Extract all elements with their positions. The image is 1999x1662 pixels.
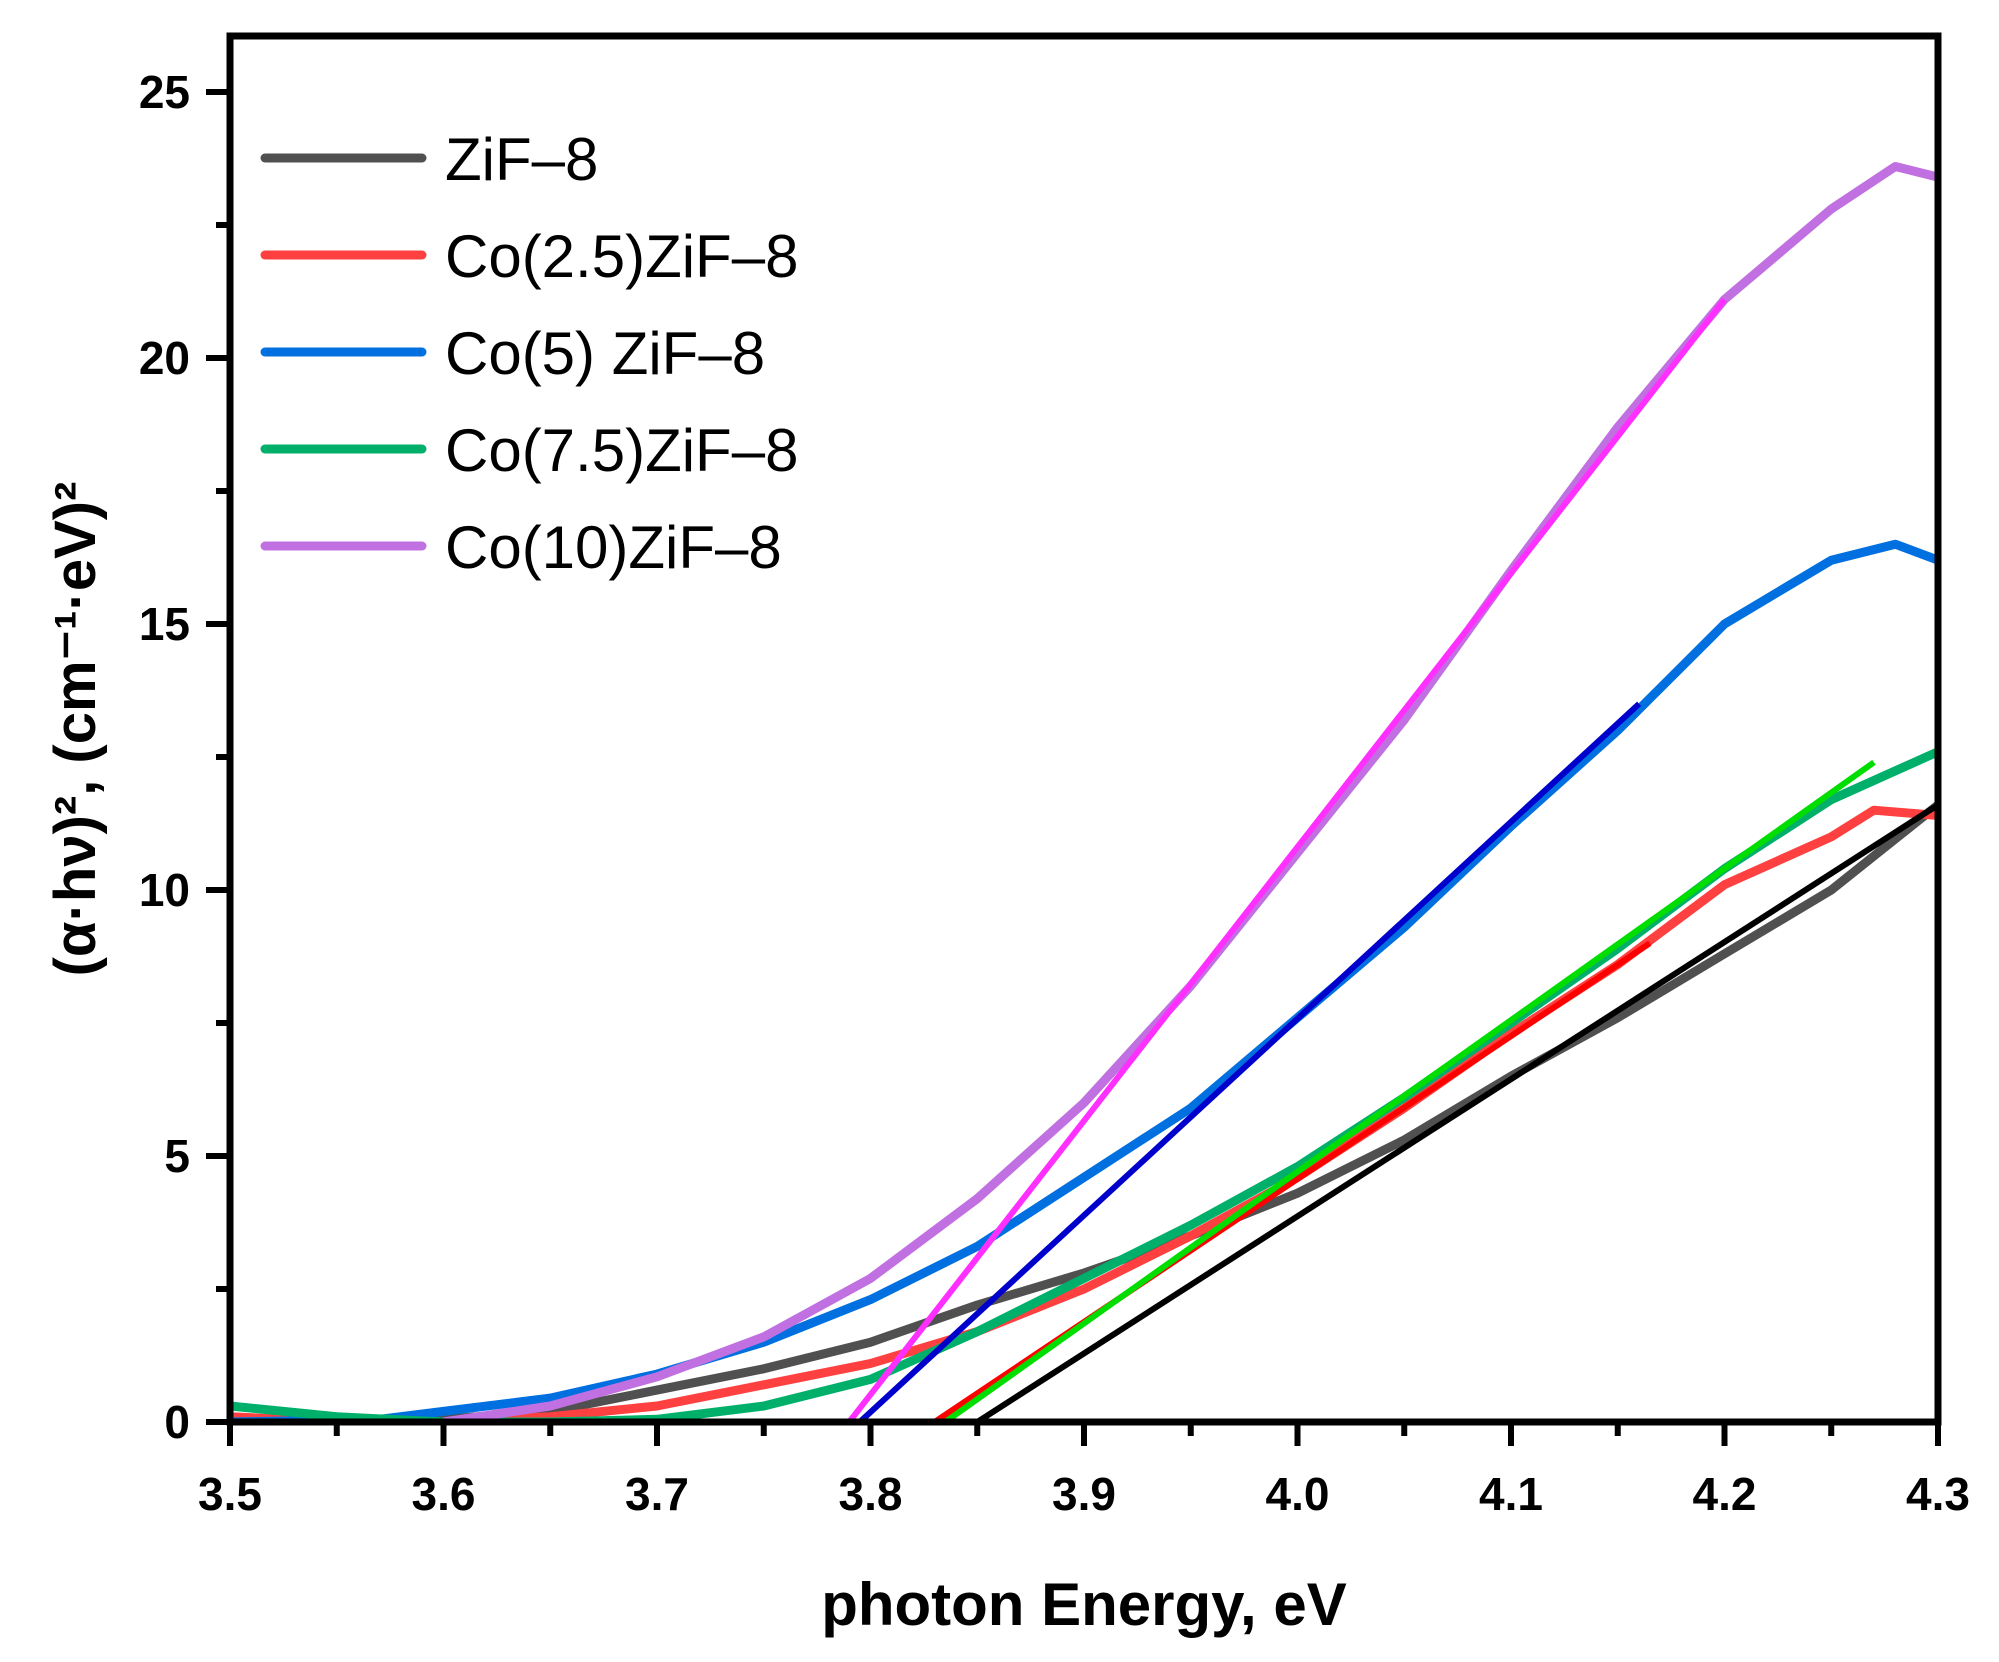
- x-tick-label: 3.7: [625, 1468, 689, 1520]
- y-tick-label: 5: [164, 1130, 190, 1182]
- y-tick-label: 25: [139, 66, 190, 118]
- fit-line-2: [943, 759, 1876, 1422]
- legend-label: ZiF–8: [445, 126, 598, 193]
- x-tick-label: 3.8: [839, 1468, 903, 1520]
- series-group: [230, 162, 1938, 1422]
- y-tick-label: 10: [139, 864, 190, 916]
- x-tick-label: 4.1: [1479, 1468, 1543, 1520]
- x-tick-label: 4.3: [1906, 1468, 1970, 1520]
- axes: 3.5 3.6 3.7 3.8 3.9 4.0 4.1 4.2 4.3 0 5 10 15 20 25: [139, 66, 1970, 1520]
- y-tick-label: 15: [139, 598, 190, 650]
- x-tick-label: 4.0: [1266, 1468, 1330, 1520]
- legend-label: Co(5) ZiF–8: [445, 320, 765, 387]
- plot-area: [230, 162, 1938, 1422]
- series-line-2: [230, 539, 1938, 1422]
- legend-label: Co(2.5)ZiF–8: [445, 223, 798, 290]
- fit-line-0: [975, 802, 1938, 1422]
- y-tick-label: 0: [164, 1396, 190, 1448]
- x-tick-label: 3.6: [412, 1468, 476, 1520]
- x-tick-label: 3.9: [1052, 1468, 1116, 1520]
- fit-line-4: [846, 297, 1727, 1422]
- y-axis-label: (α·hν)², (cm⁻¹·eV)²: [43, 482, 108, 977]
- x-tick-label: 3.5: [198, 1468, 262, 1520]
- legend: ZiF–8 Co(2.5)ZiF–8 Co(5) ZiF–8 Co(7.5)ZiF–8…: [260, 126, 798, 581]
- legend-label: Co(10)ZiF–8: [445, 514, 782, 581]
- y-tick-label: 20: [139, 332, 190, 384]
- x-axis-label: photon Energy, eV: [821, 1571, 1347, 1638]
- legend-label: Co(7.5)ZiF–8: [445, 417, 798, 484]
- fit-line-3: [857, 701, 1642, 1422]
- x-tick-label: 4.2: [1693, 1468, 1757, 1520]
